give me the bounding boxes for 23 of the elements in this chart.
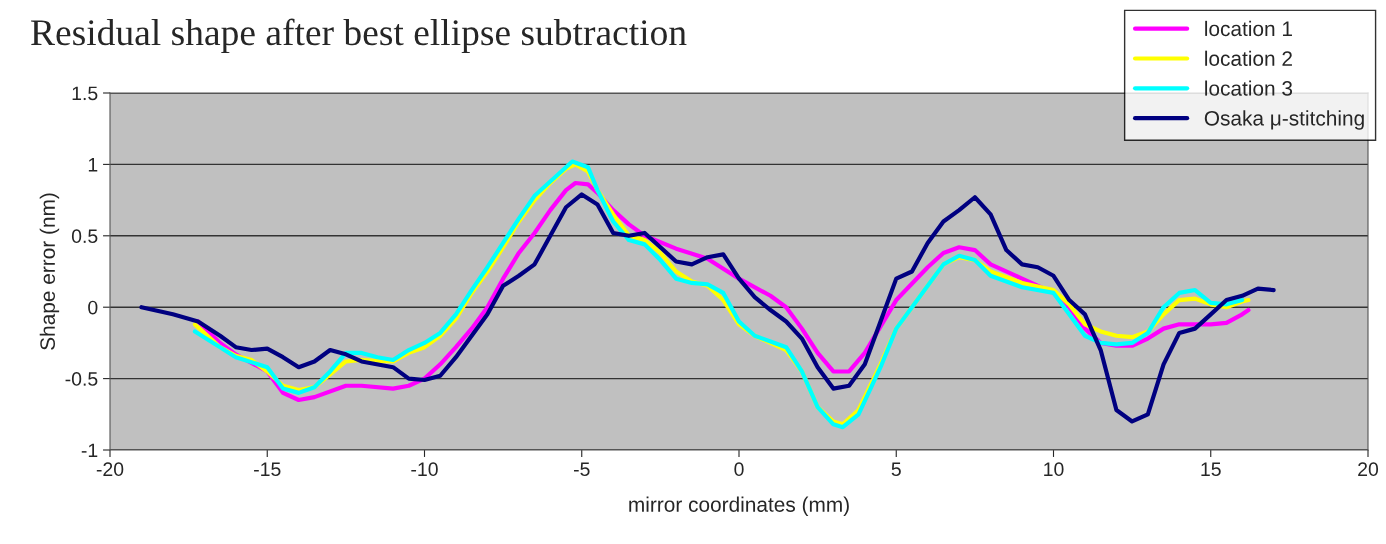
y-tick-label: 1 bbox=[88, 158, 98, 172]
y-tick-label: -0.5 bbox=[65, 372, 98, 386]
legend-label: Osaka μ-stitching bbox=[1204, 110, 1364, 130]
x-tick-label: -5 bbox=[573, 462, 590, 477]
x-tick-label: -20 bbox=[96, 462, 124, 477]
x-tick-label: -15 bbox=[254, 462, 281, 477]
legend-label: location 2 bbox=[1205, 50, 1292, 66]
x-axis-title: mirror coordinates (mm) bbox=[629, 496, 849, 517]
x-tick-label: -10 bbox=[411, 462, 438, 477]
y-tick-label: 0 bbox=[88, 300, 98, 315]
y-tick-label: 0.5 bbox=[71, 229, 98, 244]
x-tick-label: 20 bbox=[1358, 462, 1379, 477]
y-tick-label: -1 bbox=[81, 443, 98, 458]
x-tick-label: 5 bbox=[891, 462, 901, 477]
y-tick-label: 1.5 bbox=[72, 86, 98, 101]
x-tick-label: 0 bbox=[734, 462, 744, 477]
x-tick-label: 10 bbox=[1044, 462, 1064, 477]
y-axis-title: Shape error (nm) bbox=[39, 193, 60, 350]
line-series bbox=[139, 192, 1276, 424]
legend-label: location 3 bbox=[1205, 80, 1293, 96]
legend-label: location 1 bbox=[1205, 20, 1292, 37]
x-tick-label: 15 bbox=[1201, 462, 1221, 477]
chart-title: Residual shape after best ellipse subtraction bbox=[31, 18, 687, 53]
